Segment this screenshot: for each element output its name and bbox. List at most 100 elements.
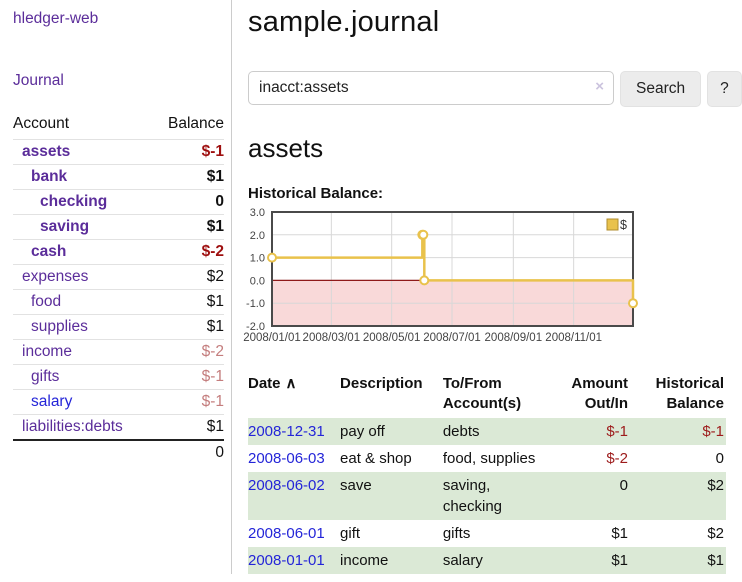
account-table-header: Account Balance (13, 113, 224, 139)
cell-description: income (340, 547, 443, 574)
svg-text:0.0: 0.0 (250, 275, 265, 287)
account-row: income $-2 (13, 339, 224, 364)
svg-text:-1.0: -1.0 (246, 298, 265, 310)
account-link-income[interactable]: income (22, 343, 72, 360)
transaction-date-link[interactable]: 2008-06-01 (248, 525, 325, 542)
historical-balance-chart: 3.0 2.0 1.0 0.0 -1.0 -2.0 2008/01/01 2008/03/01… (243, 206, 726, 354)
sort-asc-icon: ∧ (285, 375, 297, 392)
table-row: 2008-06-01 gift gifts $1 $2 (248, 520, 726, 547)
account-link-salary[interactable]: salary (31, 393, 73, 410)
svg-text:2.0: 2.0 (250, 230, 265, 242)
transaction-date-link[interactable]: 2008-06-03 (248, 450, 325, 467)
column-header-description[interactable]: Description (340, 375, 423, 392)
svg-text:-2.0: -2.0 (246, 321, 265, 333)
account-row: supplies $1 (13, 314, 224, 339)
column-header-date[interactable]: Date ∧ (248, 375, 297, 392)
account-row: bank $1 (13, 164, 224, 189)
column-header-account[interactable]: To/From Account(s) (442, 375, 522, 412)
svg-text:1.0: 1.0 (250, 253, 265, 265)
cell-balance: $2 (630, 472, 726, 520)
account-balance: $1 (206, 218, 224, 235)
cell-accounts: debts (442, 418, 550, 445)
transaction-date-link[interactable]: 2008-06-02 (248, 477, 325, 494)
account-link-gifts[interactable]: gifts (31, 368, 60, 385)
search-button[interactable]: Search (620, 71, 702, 107)
account-row: gifts $-1 (13, 364, 224, 389)
account-balance: $-1 (201, 368, 224, 385)
cell-balance: $2 (707, 525, 724, 542)
account-row: assets $-1 (13, 139, 224, 164)
cell-amount: $-2 (606, 450, 629, 467)
account-balance: $1 (206, 318, 224, 335)
brand: hledger-web (13, 10, 224, 28)
chart-title: Historical Balance: (248, 185, 384, 202)
svg-text:2008/09/01: 2008/09/01 (485, 332, 543, 344)
sidebar-nav: Journal (13, 72, 224, 90)
cell-balance: $1 (630, 547, 726, 574)
account-balance: $-2 (201, 343, 224, 360)
app-title-link[interactable]: hledger-web (13, 10, 99, 27)
clear-search-icon[interactable]: × (595, 78, 604, 95)
account-link-bank[interactable]: bank (31, 168, 68, 185)
table-row: 2008-01-01 income salary $1 $1 (248, 547, 726, 574)
svg-text:2008/11/01: 2008/11/01 (545, 332, 602, 344)
svg-text:2008/01/01: 2008/01/01 (243, 332, 301, 344)
account-row: liabilities:debts $1 (13, 414, 224, 439)
cell-amount: $-1 (549, 418, 631, 445)
cell-date: 2008-06-02 (248, 472, 341, 520)
svg-text:2008/03/01: 2008/03/01 (303, 332, 361, 344)
account-row: saving $1 (13, 214, 224, 239)
account-balance: $1 (206, 418, 224, 435)
account-link-assets[interactable]: assets (22, 143, 71, 160)
register-header-row: Date ∧ Description To/From Account(s) Amo… (248, 372, 726, 418)
cell-balance: $-1 (630, 418, 726, 445)
search-bar: × Search ? (248, 71, 742, 107)
account-balance: $-1 (201, 393, 224, 410)
chart-legend: $ (606, 218, 627, 232)
cell-amount: $1 (611, 525, 629, 542)
cell-amount: $1 (549, 547, 631, 574)
table-row: 2008-06-03 eat & shop food, supplies $-2… (248, 445, 726, 472)
main-content: sample.journal × Search ? assets Histori… (232, 0, 742, 574)
cell-description: pay off (340, 418, 443, 445)
cell-accounts: salary (442, 547, 550, 574)
column-header-amount[interactable]: Amount Out/In (571, 375, 629, 412)
cell-description: gift (340, 525, 361, 542)
register-table: Date ∧ Description To/From Account(s) Amo… (248, 372, 726, 574)
account-row: expenses $2 (13, 264, 224, 289)
transaction-date-link[interactable]: 2008-01-01 (248, 552, 325, 569)
cell-date: 2008-12-31 (248, 418, 341, 445)
account-balance: $2 (206, 268, 224, 285)
account-link-food[interactable]: food (31, 293, 62, 310)
cell-accounts: gifts (442, 525, 471, 542)
page-title: sample.journal (248, 6, 440, 38)
account-link-liabilities-debts[interactable]: liabilities:debts (22, 418, 123, 435)
cell-accounts: food, supplies (442, 450, 536, 467)
cell-balance: 0 (715, 450, 724, 467)
account-row: checking 0 (13, 189, 224, 214)
account-balance: 0 (215, 193, 224, 210)
account-link-checking[interactable]: checking (40, 193, 108, 210)
transaction-date-link[interactable]: 2008-12-31 (248, 423, 325, 440)
search-input[interactable] (248, 71, 614, 105)
cell-description: save (340, 472, 443, 520)
cell-description: eat & shop (340, 450, 412, 467)
sidebar-item-journal[interactable]: Journal (13, 72, 64, 89)
account-link-cash[interactable]: cash (31, 243, 67, 260)
account-link-expenses[interactable]: expenses (22, 268, 89, 285)
balance-column-header: Balance (167, 115, 224, 132)
account-link-saving[interactable]: saving (40, 218, 90, 235)
help-button[interactable]: ? (707, 71, 742, 107)
table-row: 2008-06-02 save saving, checking 0 $2 (248, 472, 726, 520)
svg-text:$: $ (620, 218, 627, 232)
table-row: 2008-12-31 pay off debts $-1 $-1 (248, 418, 726, 445)
account-link-supplies[interactable]: supplies (31, 318, 88, 335)
account-heading: assets (248, 133, 324, 163)
account-row: food $1 (13, 289, 224, 314)
svg-text:2008/07/01: 2008/07/01 (423, 332, 481, 344)
cell-date: 2008-01-01 (248, 547, 341, 574)
search-box: × (248, 71, 614, 107)
account-balance: $-1 (201, 143, 224, 160)
column-header-balance[interactable]: Historical Balance (655, 375, 724, 412)
